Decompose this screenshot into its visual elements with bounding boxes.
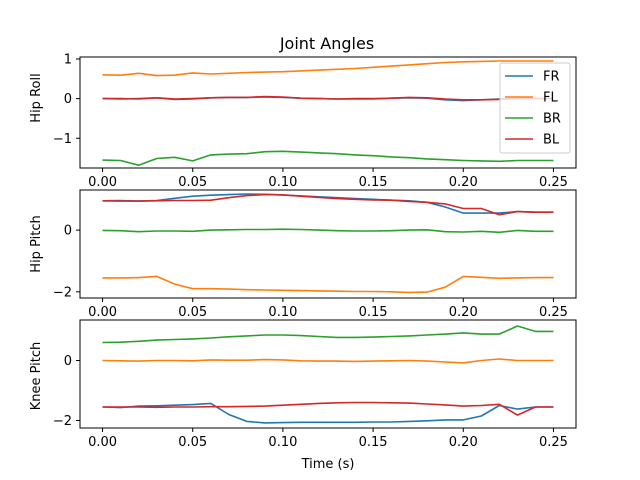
hip-roll-line-fl bbox=[102, 60, 554, 77]
knee-pitch-axes: Knee Pitch 0.00 0.05 0.10 0.15 0.20 0.25 −2 0 T… bbox=[29, 319, 577, 472]
hip-roll-axes: Joint Angles Hip Roll 0.00 0.05 0.10 0.15 0.… bbox=[29, 34, 577, 190]
chart-title: Joint Angles bbox=[279, 34, 374, 53]
hip-roll-xtick-label: 0.25 bbox=[539, 175, 568, 190]
hip-roll-line-bl bbox=[102, 95, 554, 101]
knee-pitch-xtick-label: 0.00 bbox=[88, 435, 117, 450]
hip-pitch-ytick-label: 0 bbox=[64, 224, 72, 239]
hip-pitch-axes: Hip Pitch 0.00 0.05 0.10 0.15 0.20 0.25 −2 0 bbox=[29, 189, 577, 320]
hip-roll-ticks: 0.00 0.05 0.10 0.15 0.20 0.25 −1 0 1 bbox=[53, 52, 568, 190]
hip-pitch-xtick-label: 0.20 bbox=[449, 305, 478, 320]
hip-roll-ytick-label: 0 bbox=[64, 92, 72, 107]
hip-roll-frame bbox=[79, 56, 577, 169]
hip-roll-xtick-label: 0.00 bbox=[88, 175, 117, 190]
knee-pitch-frame bbox=[79, 319, 577, 429]
knee-pitch-xtick-label: 0.20 bbox=[449, 435, 478, 450]
knee-pitch-ytick-label: 0 bbox=[64, 354, 72, 369]
knee-pitch-line-br bbox=[102, 325, 554, 344]
hip-roll-series bbox=[102, 60, 554, 166]
hip-pitch-line-br bbox=[102, 228, 554, 234]
hip-roll-ytick-label: 1 bbox=[64, 52, 72, 67]
knee-pitch-line-bl bbox=[102, 401, 554, 416]
knee-pitch-xtick-label: 0.10 bbox=[268, 435, 297, 450]
hip-roll-xtick-label: 0.20 bbox=[449, 175, 478, 190]
hip-pitch-ylabel: Hip Pitch bbox=[29, 215, 44, 272]
knee-pitch-series bbox=[102, 325, 554, 424]
knee-pitch-xtick-label: 0.15 bbox=[359, 435, 388, 450]
x-axis-label: Time (s) bbox=[301, 457, 355, 472]
legend-label-bl: BL bbox=[543, 133, 560, 148]
hip-pitch-line-bl bbox=[102, 193, 554, 216]
knee-pitch-ylabel: Knee Pitch bbox=[29, 342, 44, 411]
hip-pitch-xtick-label: 0.05 bbox=[178, 305, 207, 320]
hip-roll-xtick-label: 0.15 bbox=[359, 175, 388, 190]
hip-pitch-xtick-label: 0.25 bbox=[539, 305, 568, 320]
hip-pitch-xtick-label: 0.10 bbox=[268, 305, 297, 320]
hip-roll-xtick-label: 0.10 bbox=[268, 175, 297, 190]
legend-label-fr: FR bbox=[543, 70, 560, 85]
knee-pitch-ticks: 0.00 0.05 0.10 0.15 0.20 0.25 −2 0 bbox=[53, 354, 568, 450]
hip-pitch-frame bbox=[79, 189, 577, 299]
hip-roll-line-br bbox=[102, 150, 554, 166]
legend: FR FL BR BL bbox=[499, 62, 571, 154]
hip-pitch-series bbox=[102, 193, 554, 294]
legend-label-fl: FL bbox=[543, 91, 558, 106]
legend-label-br: BR bbox=[543, 112, 561, 127]
knee-pitch-xtick-label: 0.25 bbox=[539, 435, 568, 450]
hip-pitch-xtick-label: 0.00 bbox=[88, 305, 117, 320]
hip-roll-ytick-label: −1 bbox=[53, 132, 72, 147]
hip-roll-ylabel: Hip Roll bbox=[29, 73, 44, 122]
knee-pitch-line-fl bbox=[102, 358, 554, 364]
hip-pitch-ticks: 0.00 0.05 0.10 0.15 0.20 0.25 −2 0 bbox=[53, 224, 568, 320]
hip-pitch-line-fl bbox=[102, 275, 554, 294]
knee-pitch-line-fr bbox=[102, 402, 554, 424]
hip-pitch-xtick-label: 0.15 bbox=[359, 305, 388, 320]
legend-frame bbox=[499, 62, 571, 154]
hip-roll-xtick-label: 0.05 bbox=[178, 175, 207, 190]
knee-pitch-ytick-label: −2 bbox=[53, 414, 72, 429]
hip-pitch-ytick-label: −2 bbox=[53, 285, 72, 300]
knee-pitch-xtick-label: 0.05 bbox=[178, 435, 207, 450]
